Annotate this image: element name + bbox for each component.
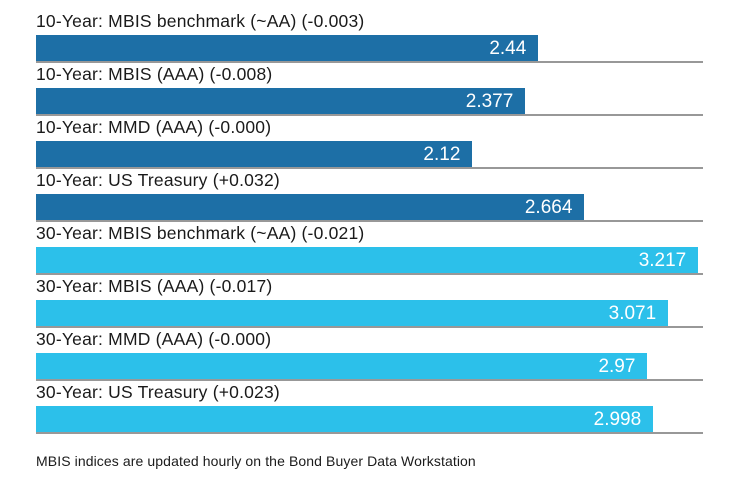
bar-category-label: 10-Year: MBIS (AAA) (-0.008): [36, 64, 273, 84]
bar-row: 30-Year: MBIS (AAA) (-0.017) 3.071: [36, 276, 703, 328]
bar-category-label: 10-Year: US Treasury (+0.032): [36, 170, 280, 190]
bar: 3.217: [36, 247, 699, 273]
bar-category-label: 30-Year: US Treasury (+0.023): [36, 382, 280, 402]
bar-value-label: 2.998: [593, 408, 642, 430]
bar-baseline: 3.071: [36, 300, 703, 328]
bar-value-label: 2.12: [423, 143, 461, 165]
bar-row: 30-Year: MMD (AAA) (-0.000) 2.97: [36, 329, 703, 381]
bar-category-label: 30-Year: MBIS (AAA) (-0.017): [36, 276, 273, 296]
bar: 2.664: [36, 194, 585, 220]
bar: 2.998: [36, 406, 654, 432]
bar-baseline: 2.97: [36, 353, 703, 381]
bar-row: 10-Year: MBIS (AAA) (-0.008) 2.377: [36, 64, 703, 116]
bar-row: 10-Year: MBIS benchmark (~AA) (-0.003) 2…: [36, 11, 703, 63]
bar-value-label: 2.377: [465, 90, 514, 112]
bar-baseline: 2.664: [36, 194, 703, 222]
bar-baseline: 2.998: [36, 406, 703, 434]
bar-row: 30-Year: US Treasury (+0.023) 2.998: [36, 382, 703, 434]
bar-value-label: 2.97: [598, 355, 636, 377]
bar-baseline: 2.377: [36, 88, 703, 116]
bar-value-label: 3.071: [608, 302, 657, 324]
bar: 2.377: [36, 88, 526, 114]
bar: 2.12: [36, 141, 473, 167]
bar-category-label: 10-Year: MBIS benchmark (~AA) (-0.003): [36, 11, 365, 31]
bar: 3.071: [36, 300, 669, 326]
bar-value-label: 2.44: [489, 37, 527, 59]
bar-category-label: 30-Year: MBIS benchmark (~AA) (-0.021): [36, 223, 365, 243]
chart-area: 10-Year: MBIS benchmark (~AA) (-0.003) 2…: [36, 11, 703, 435]
bar-category-label: 10-Year: MMD (AAA) (-0.000): [36, 117, 272, 137]
bar-row: 10-Year: MMD (AAA) (-0.000) 2.12: [36, 117, 703, 169]
bar: 2.44: [36, 35, 539, 61]
bar-row: 10-Year: US Treasury (+0.032) 2.664: [36, 170, 703, 222]
bar-category-label: 30-Year: MMD (AAA) (-0.000): [36, 329, 272, 349]
bar-value-label: 2.664: [524, 196, 573, 218]
bar-row: 30-Year: MBIS benchmark (~AA) (-0.021) 3…: [36, 223, 703, 275]
bar-baseline: 2.12: [36, 141, 703, 169]
bar: 2.97: [36, 353, 648, 379]
bar-value-label: 3.217: [638, 249, 687, 271]
chart-footnote: MBIS indices are updated hourly on the B…: [36, 453, 476, 469]
bar-baseline: 3.217: [36, 247, 703, 275]
bar-baseline: 2.44: [36, 35, 703, 63]
